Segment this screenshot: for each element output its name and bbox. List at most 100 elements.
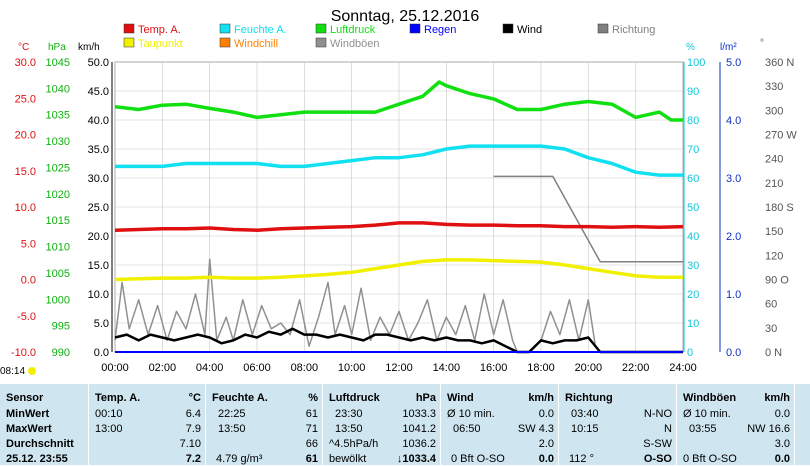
hdr-wind-unit: km/h [528, 392, 554, 404]
x-tick-label: 14:00 [433, 362, 461, 374]
cell: 00:10 [95, 408, 123, 420]
y-tick-label-hpa: 995 [52, 321, 70, 333]
y-tick-label-kmh: 0.0 [94, 347, 109, 359]
cell: ↓1033.4 [396, 453, 436, 465]
cell: 0.0 [774, 453, 790, 465]
x-tick-label: 00:00 [101, 362, 129, 374]
y-tick-label-hpa: 1000 [46, 294, 70, 306]
unit-pct: % [686, 42, 695, 53]
x-tick-label: 18:00 [527, 362, 555, 374]
plot-axes: 30.0 25.0 20.0 15.0 10.0 5.0 0.0 -5.0 -10.0 1045 1… [11, 57, 797, 359]
y-tick-label-kmh: 5.0 [94, 318, 109, 330]
y-tick-label-hpa: 1005 [46, 268, 70, 280]
legend-label: Wind [517, 24, 542, 36]
x-tick-label: 22:00 [622, 362, 650, 374]
sun-icon [27, 367, 36, 376]
unit-rain: l/m² [720, 42, 737, 53]
hdr-wind: Wind [447, 392, 474, 404]
x-tick-label: 06:00 [243, 362, 271, 374]
y-tick-label-temp: 20.0 [15, 130, 36, 142]
hdr-richtung: Richtung [565, 392, 613, 404]
y-tick-label-deg: 60 [765, 299, 777, 311]
cell: Ø 10 min. [683, 408, 731, 420]
y-tick-label-deg: 0 N [765, 347, 782, 359]
legend-label: Windböen [330, 38, 380, 50]
legend-label: Feuchte A. [234, 24, 287, 36]
cell: 06:50 [453, 423, 481, 435]
cell: 0.0 [538, 453, 554, 465]
y-tick-label-hpa: 1030 [46, 136, 70, 148]
unit-deg: ° [760, 38, 764, 49]
cell: 0 Bft O-SO [451, 453, 505, 465]
y-tick-label-hpa: 1010 [46, 242, 70, 254]
legend-swatch [409, 23, 421, 34]
legend-label: Luftdruck [330, 24, 376, 36]
y-tick-label-hpa: 1045 [46, 57, 70, 69]
unit-kmh: km/h [78, 42, 100, 53]
y-tick-label-temp: -10.0 [11, 347, 36, 359]
cell: N [664, 423, 672, 435]
cell: S-SW [643, 438, 672, 450]
cell: 7.9 [185, 423, 201, 435]
y-tick-label-hpa: 1015 [46, 215, 70, 227]
legend-label: Windchill [234, 38, 278, 50]
legend-swatch [123, 23, 135, 34]
cell: 7.10 [179, 438, 201, 450]
y-tick-label-temp: 10.0 [15, 202, 36, 214]
plot-series [114, 80, 684, 354]
y-tick-label-hpa: 990 [52, 347, 70, 359]
series-luftdruck [114, 80, 683, 122]
y-tick-label-rain: 1.0 [726, 289, 741, 301]
y-tick-label-pct: 60 [687, 173, 699, 185]
legend-swatch [219, 23, 231, 34]
y-tick-label-temp: 30.0 [15, 57, 36, 69]
hdr-windboeen-unit: km/h [764, 392, 790, 404]
hdr-temp-unit: °C [188, 392, 201, 404]
x-tick-label: 10:00 [338, 362, 366, 374]
cell: 6.4 [185, 408, 201, 420]
y-tick-label-kmh: 15.0 [88, 260, 109, 272]
legend-label: Temp. A. [138, 24, 181, 36]
cell: NW 16.6 [747, 423, 790, 435]
y-tick-label-pct: 30 [687, 260, 699, 272]
cell: 0.0 [774, 408, 790, 420]
legend-swatch [315, 37, 327, 48]
cell: 1036.2 [402, 438, 436, 450]
x-tick-label: 04:00 [196, 362, 224, 374]
cell: 7.2 [185, 453, 201, 465]
legend-swatch [315, 23, 327, 34]
y-tick-label-temp: 0.0 [21, 275, 36, 287]
legend-swatch [502, 23, 514, 34]
y-tick-label-hpa: 1025 [46, 162, 70, 174]
cell: 112 ° [569, 453, 594, 465]
x-tick-label: 24:00 [669, 362, 697, 374]
y-tick-label-hpa: 1020 [46, 189, 70, 201]
y-tick-label-deg: 270 W [765, 130, 797, 142]
row-label: MaxWert [6, 423, 52, 435]
x-tick-label: 08:00 [291, 362, 319, 374]
cell: 22:25 [218, 408, 246, 420]
y-tick-label-kmh: 40.0 [88, 115, 109, 127]
y-tick-label-kmh: 25.0 [88, 202, 109, 214]
y-tick-label-rain: 3.0 [726, 173, 741, 185]
cell: 13:50 [218, 423, 246, 435]
y-tick-label-pct: 100 [687, 57, 705, 69]
cell: 23:30 [335, 408, 363, 420]
cell: 4.79 g/m³ [216, 453, 263, 465]
cell: 3.0 [774, 438, 790, 450]
plot-grid [114, 61, 684, 353]
cell: 1033.3 [402, 408, 436, 420]
cell: 10:15 [571, 423, 599, 435]
legend: Temp. A. Feuchte A. Luftdruck Regen Wind Rich… [123, 23, 655, 50]
cell: 03:40 [571, 408, 599, 420]
y-tick-label-rain: 2.0 [726, 231, 741, 243]
y-tick-label-rain: 5.0 [726, 57, 741, 69]
legend-swatch [597, 23, 609, 34]
y-tick-label-deg: 330 [765, 81, 783, 93]
legend-swatch [123, 37, 135, 48]
y-tick-label-pct: 50 [687, 202, 699, 214]
y-tick-label-kmh: 35.0 [88, 144, 109, 156]
y-tick-label-deg: 120 [765, 250, 783, 262]
col-feuchte: Feuchte A.% 22:25 61 13:50 71 66 4.79 g/m³… [206, 384, 322, 465]
x-tick-label: 20:00 [575, 362, 603, 374]
